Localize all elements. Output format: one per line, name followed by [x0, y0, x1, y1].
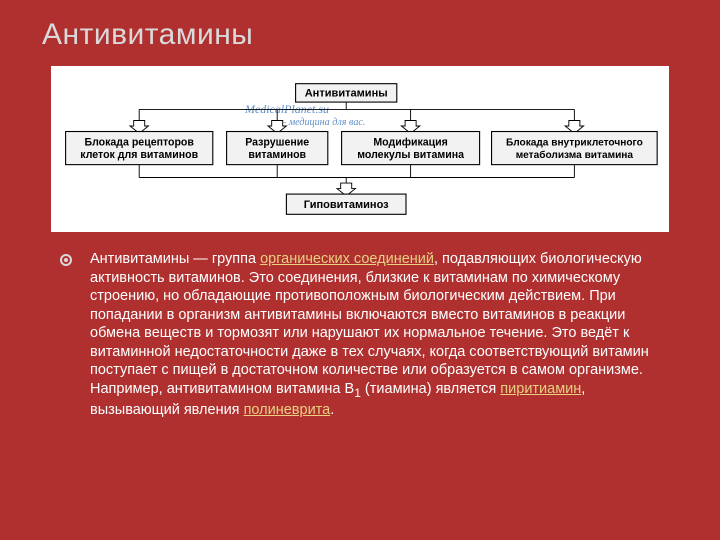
flowchart: MedicalPlanet.su — медицина для вас. Ант…	[61, 74, 659, 224]
svg-text:Блокада рецепторов: Блокада рецепторов	[84, 136, 194, 148]
svg-text:клеток для витаминов: клеток для витаминов	[80, 149, 198, 161]
svg-text:витаминов: витаминов	[248, 149, 306, 161]
body-paragraph: Антивитамины — группа органических соеди…	[90, 250, 678, 420]
text-run-2: , подавляющих биологическую активность в…	[90, 251, 649, 397]
bullet-icon	[60, 254, 72, 266]
watermark-line2: — медицина для вас.	[276, 117, 365, 128]
text-run-5: .	[330, 402, 334, 418]
svg-text:Разрушение: Разрушение	[245, 136, 309, 148]
text-run-3: (тиамина) является	[361, 381, 500, 397]
diagram-container: MedicalPlanet.su — медицина для вас. Ант…	[51, 66, 669, 232]
svg-text:метаболизма витамина: метаболизма витамина	[516, 149, 634, 161]
body-text-block: Антивитамины — группа органических соеди…	[42, 250, 678, 420]
svg-text:молекулы витамина: молекулы витамина	[357, 149, 464, 161]
link-pyrithiamine[interactable]: пиритиамин	[500, 381, 581, 397]
node-mid-2: Разрушение витаминов	[227, 132, 328, 165]
svg-text:Модификация: Модификация	[373, 136, 447, 148]
link-organic-compounds[interactable]: органических соединений	[260, 251, 434, 267]
node-mid-4: Блокада внутриклеточного метаболизма вит…	[492, 132, 658, 165]
node-top-label: Антивитамины	[305, 88, 388, 100]
page-title: Антивитамины	[42, 18, 678, 52]
subscript-b1: 1	[354, 386, 361, 400]
node-mid-3: Модификация молекулы витамина	[342, 132, 480, 165]
link-polyneuritis[interactable]: полиневрита	[244, 402, 331, 418]
node-bottom-label: Гиповитаминоз	[304, 199, 389, 211]
node-mid-1: Блокада рецепторов клеток для витаминов	[66, 132, 213, 165]
text-run-1: Антивитамины — группа	[90, 251, 260, 267]
slide: Антивитамины MedicalPlanet.su — медицина…	[0, 0, 720, 440]
svg-text:Блокада внутриклеточного: Блокада внутриклеточного	[506, 137, 643, 148]
